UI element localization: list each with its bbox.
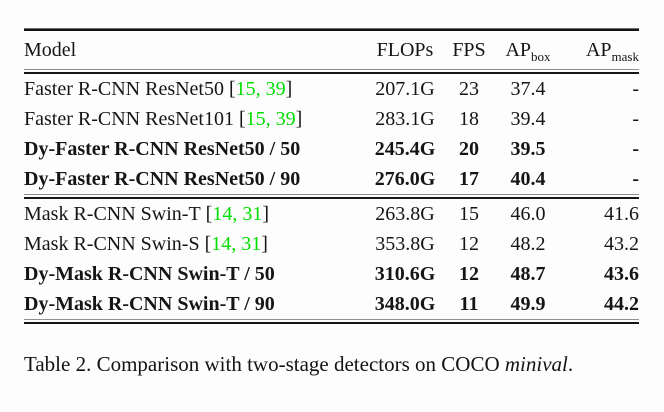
header-separator-rule xyxy=(24,69,639,74)
table-row: Dy-Faster R-CNN ResNet50 / 50 245.4G 20 … xyxy=(24,134,639,164)
ap-box-cell: 37.4 xyxy=(510,78,546,100)
fps-cell: 12 xyxy=(459,263,479,285)
ap-box-cell: 49.9 xyxy=(510,293,546,315)
table-row: Dy-Faster R-CNN ResNet50 / 90 276.0G 17 … xyxy=(24,164,639,194)
fps-cell: 17 xyxy=(459,168,479,190)
table-row: Faster R-CNN ResNet50 [15, 39] 207.1G 23 … xyxy=(24,74,639,104)
fps-cell: 20 xyxy=(459,138,479,160)
ap-box-cell: 48.7 xyxy=(510,263,546,285)
flops-cell: 207.1G xyxy=(375,78,435,100)
col-header-ap-box: APbox xyxy=(505,39,551,64)
citation-link[interactable]: 14, 31 xyxy=(212,203,263,225)
model-cell: Faster R-CNN ResNet101 [15, 39] xyxy=(24,108,303,130)
model-cell: Dy-Faster R-CNN ResNet50 / 50 xyxy=(24,138,301,160)
fps-cell: 11 xyxy=(459,293,479,315)
col-header-flops: FLOPs xyxy=(376,39,434,61)
flops-cell: 310.6G xyxy=(374,263,436,285)
table-bottom-rule xyxy=(24,319,639,324)
table-top-rule xyxy=(24,28,639,31)
table-row: Dy-Mask R-CNN Swin-T / 50 310.6G 12 48.7… xyxy=(24,259,639,289)
ap-box-cell: 48.2 xyxy=(510,233,546,255)
col-header-model: Model xyxy=(24,39,77,61)
flops-cell: 353.8G xyxy=(375,233,435,255)
citation: [15, 39] xyxy=(238,108,303,130)
model-cell: Faster R-CNN ResNet50 [15, 39] xyxy=(24,78,293,100)
col-header-fps: FPS xyxy=(452,39,486,61)
ap-mask-cell: 43.6 xyxy=(604,263,639,285)
citation: [14, 31] xyxy=(205,203,270,225)
flops-cell: 276.0G xyxy=(374,168,436,190)
fps-cell: 23 xyxy=(459,78,479,100)
model-cell: Dy-Faster R-CNN ResNet50 / 90 xyxy=(24,168,301,190)
results-table: Model FLOPs FPS APbox APmask Faster R-CN… xyxy=(24,0,639,376)
table-caption: Table 2. Comparison with two-stage detec… xyxy=(24,352,639,376)
caption-text: Table 2. Comparison with two-stage detec… xyxy=(24,352,505,376)
table-header-row: Model FLOPs FPS APbox APmask xyxy=(24,31,639,69)
ap-mask-cell: 44.2 xyxy=(604,293,639,315)
ap-mask-cell: - xyxy=(632,78,639,100)
fps-cell: 15 xyxy=(459,203,479,225)
ap-mask-cell: - xyxy=(632,168,639,190)
flops-cell: 348.0G xyxy=(374,293,436,315)
table-row: Dy-Mask R-CNN Swin-T / 90 348.0G 11 49.9… xyxy=(24,289,639,319)
citation-link[interactable]: 15, 39 xyxy=(245,108,296,130)
ap-box-cell: 46.0 xyxy=(510,203,546,225)
ap-box-cell: 40.4 xyxy=(510,168,546,190)
table-row: Mask R-CNN Swin-T [14, 31] 263.8G 15 46.0… xyxy=(24,199,639,229)
fps-cell: 12 xyxy=(459,233,479,255)
col-header-ap-mask: APmask xyxy=(585,39,639,64)
ap-mask-cell: 41.6 xyxy=(604,203,639,225)
citation-link[interactable]: 14, 31 xyxy=(211,233,262,255)
table-row: Mask R-CNN Swin-S [14, 31] 353.8G 12 48.2… xyxy=(24,229,639,259)
model-cell: Dy-Mask R-CNN Swin-T / 90 xyxy=(24,293,275,315)
model-cell: Dy-Mask R-CNN Swin-T / 50 xyxy=(24,263,275,285)
flops-cell: 283.1G xyxy=(375,108,435,130)
model-cell: Mask R-CNN Swin-T [14, 31] xyxy=(24,203,270,225)
ap-box-cell: 39.5 xyxy=(510,138,546,160)
flops-cell: 245.4G xyxy=(374,138,436,160)
citation: [15, 39] xyxy=(228,78,293,100)
group-separator-rule xyxy=(24,194,639,199)
ap-box-cell: 39.4 xyxy=(510,108,546,130)
ap-mask-cell: 43.2 xyxy=(604,233,639,255)
caption-period: . xyxy=(567,352,574,376)
ap-mask-cell: - xyxy=(632,108,639,130)
fps-cell: 18 xyxy=(459,108,479,130)
citation-link[interactable]: 15, 39 xyxy=(235,78,286,100)
model-cell: Mask R-CNN Swin-S [14, 31] xyxy=(24,233,268,255)
flops-cell: 263.8G xyxy=(375,203,435,225)
citation: [14, 31] xyxy=(204,233,268,255)
table-row: Faster R-CNN ResNet101 [15, 39] 283.1G 18… xyxy=(24,104,639,134)
ap-mask-cell: - xyxy=(632,138,639,160)
caption-italic-term: minival xyxy=(504,352,568,376)
